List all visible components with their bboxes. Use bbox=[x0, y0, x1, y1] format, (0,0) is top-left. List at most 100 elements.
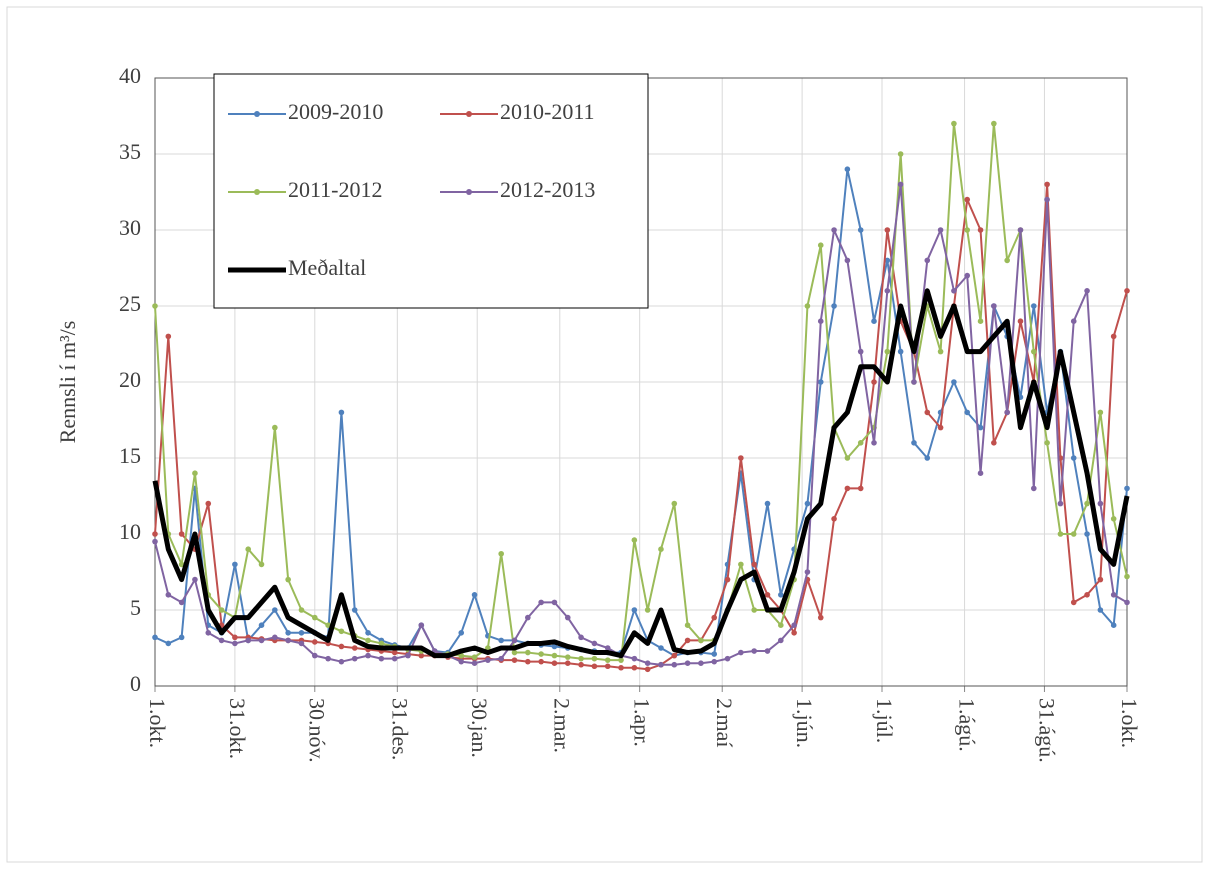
data-point bbox=[232, 640, 238, 647]
data-point bbox=[698, 637, 704, 644]
data-point bbox=[538, 658, 544, 665]
legend-label: 2010-2011 bbox=[500, 99, 595, 124]
data-point bbox=[778, 622, 784, 628]
data-point bbox=[671, 500, 678, 507]
data-point bbox=[1084, 500, 1090, 507]
y-axis-label: Rennsli í m³/s bbox=[55, 321, 80, 444]
data-point bbox=[551, 660, 558, 666]
data-point bbox=[351, 607, 358, 613]
data-point bbox=[551, 652, 558, 659]
data-point bbox=[525, 649, 531, 656]
data-point bbox=[658, 645, 664, 651]
data-point bbox=[738, 455, 744, 461]
data-point bbox=[857, 485, 864, 492]
y-tick-label: 35 bbox=[119, 139, 141, 164]
data-point bbox=[964, 272, 971, 279]
x-tick-label: 2.mar. bbox=[550, 698, 575, 753]
data-point bbox=[764, 592, 771, 598]
data-point bbox=[1030, 485, 1037, 492]
data-point bbox=[1124, 288, 1130, 294]
legend-label: Meðaltal bbox=[288, 255, 366, 280]
data-point bbox=[831, 227, 837, 233]
y-tick-label: 0 bbox=[130, 671, 141, 696]
data-point bbox=[1110, 592, 1117, 598]
data-point bbox=[951, 288, 957, 294]
data-point bbox=[1017, 227, 1024, 233]
data-point bbox=[1070, 531, 1077, 537]
data-point bbox=[844, 455, 851, 461]
x-tick-label: 31.ágú. bbox=[1034, 698, 1059, 763]
data-point bbox=[152, 538, 158, 545]
data-point bbox=[178, 634, 185, 641]
data-point bbox=[378, 640, 385, 647]
data-point bbox=[684, 622, 691, 628]
data-point bbox=[311, 639, 318, 645]
data-point bbox=[391, 655, 398, 662]
data-point bbox=[671, 661, 678, 668]
data-point bbox=[591, 663, 598, 670]
data-point bbox=[245, 546, 252, 552]
legend: 2009-2010 2010-2011 2011-2012 2012-2013 Meða… bbox=[213, 73, 649, 309]
data-point bbox=[578, 661, 584, 668]
data-point bbox=[551, 643, 558, 650]
data-point bbox=[937, 424, 944, 431]
data-point bbox=[724, 655, 731, 662]
data-point bbox=[644, 666, 651, 673]
data-point bbox=[764, 648, 771, 654]
data-point bbox=[1004, 409, 1010, 416]
data-point bbox=[884, 227, 891, 233]
data-point bbox=[817, 379, 824, 385]
data-point bbox=[644, 660, 651, 666]
data-point bbox=[658, 546, 664, 552]
data-point bbox=[804, 500, 811, 507]
data-point bbox=[1097, 500, 1104, 507]
data-point bbox=[551, 599, 558, 606]
data-point bbox=[1030, 348, 1037, 355]
data-point bbox=[378, 655, 385, 662]
data-point bbox=[351, 645, 358, 651]
x-tick-label: 31.okt. bbox=[225, 698, 250, 759]
y-tick-label: 30 bbox=[119, 215, 141, 240]
data-point bbox=[1097, 576, 1104, 583]
data-point bbox=[165, 640, 172, 647]
data-point bbox=[711, 658, 718, 665]
data-point bbox=[711, 614, 718, 621]
y-tick-label: 25 bbox=[119, 291, 141, 316]
data-point bbox=[511, 649, 518, 656]
data-point bbox=[1110, 333, 1117, 340]
data-point bbox=[911, 440, 917, 446]
data-point bbox=[471, 654, 478, 660]
data-point bbox=[778, 592, 784, 598]
legend-box bbox=[213, 73, 649, 309]
data-point bbox=[285, 576, 291, 583]
data-point bbox=[298, 607, 305, 613]
data-point bbox=[964, 196, 971, 203]
data-point bbox=[698, 660, 704, 666]
data-point bbox=[218, 637, 225, 644]
data-point bbox=[631, 607, 638, 613]
data-point bbox=[738, 561, 744, 568]
data-point bbox=[778, 637, 784, 644]
data-point bbox=[258, 637, 265, 644]
data-point bbox=[631, 537, 638, 543]
data-point bbox=[351, 655, 358, 662]
data-point bbox=[1057, 531, 1064, 537]
data-point bbox=[205, 500, 212, 507]
data-point bbox=[1044, 181, 1050, 188]
data-point bbox=[152, 531, 158, 537]
data-point bbox=[365, 637, 371, 644]
data-point bbox=[525, 614, 531, 621]
data-point bbox=[817, 242, 824, 248]
x-tick-label: 1.jún. bbox=[792, 698, 817, 748]
data-point bbox=[564, 660, 571, 666]
data-point bbox=[631, 664, 638, 671]
data-point bbox=[631, 655, 638, 662]
data-point bbox=[764, 500, 771, 507]
data-point bbox=[817, 318, 824, 325]
data-point bbox=[311, 652, 318, 659]
data-point bbox=[738, 649, 744, 656]
x-tick-label: 1.okt. bbox=[145, 698, 170, 748]
data-point bbox=[538, 651, 544, 657]
data-point bbox=[991, 440, 997, 446]
